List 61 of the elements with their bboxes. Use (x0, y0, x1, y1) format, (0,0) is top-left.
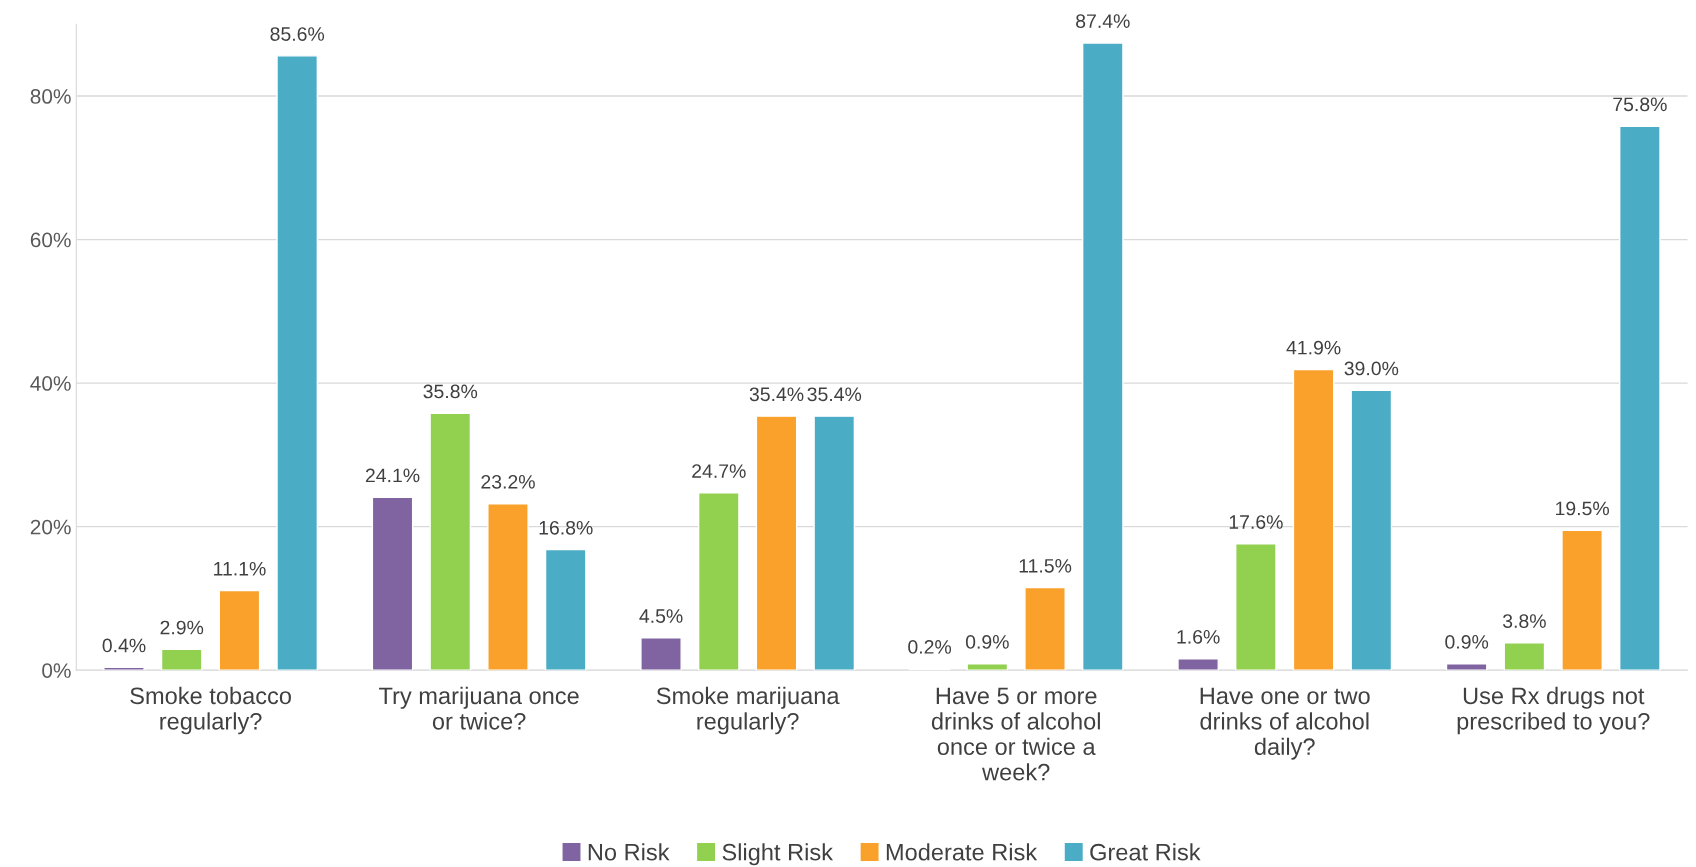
legend-label: Great Risk (1090, 843, 1201, 861)
bar (218, 589, 261, 671)
bar (1292, 368, 1335, 671)
data-label: 35.4% (749, 387, 804, 402)
x-tick-label: Smoke tobacco regularly? (130, 686, 291, 735)
bar (544, 548, 587, 671)
bar (487, 502, 529, 671)
bar (1235, 543, 1277, 671)
data-label: 35.8% (423, 384, 478, 399)
y-tick-label: 0% (42, 663, 71, 678)
data-label: 35.4% (807, 387, 862, 402)
data-label: 41.9% (1286, 340, 1341, 355)
data-label: 11.1% (214, 561, 266, 576)
x-tick-label: Try marijuana once or twice? (379, 686, 579, 730)
bar (1619, 125, 1661, 671)
data-label: 39.0% (1344, 361, 1399, 376)
bar (1081, 42, 1124, 671)
data-label: 17.6% (1229, 515, 1283, 529)
bar (1503, 642, 1546, 671)
data-label: 2.9% (160, 620, 204, 635)
data-label: 0.2% (908, 640, 952, 654)
x-tick-label: Use Rx drugs not prescribed to you? (1457, 686, 1650, 735)
bar (1177, 658, 1219, 671)
y-tick-label: 60% (30, 232, 71, 248)
bar (813, 415, 856, 671)
legend-label: Moderate Risk (886, 843, 1038, 861)
x-tick-label: Smoke marijuana regularly? (656, 686, 840, 735)
data-label: 24.7% (692, 464, 746, 478)
bar (1445, 663, 1488, 671)
x-tick-label: Have one or two drinks of alcohol daily? (1200, 687, 1370, 760)
bar (755, 415, 798, 671)
data-label: 0.9% (965, 635, 1009, 649)
bar (1024, 586, 1066, 671)
data-label: 87.4% (1076, 14, 1130, 28)
bar (276, 55, 319, 671)
y-tick-label: 80% (30, 89, 71, 104)
bar (697, 492, 740, 671)
bar (1350, 389, 1393, 671)
data-label: 75.8% (1613, 97, 1667, 112)
data-label: 0.4% (102, 638, 146, 653)
bar (966, 663, 1009, 671)
data-label: 3.8% (1502, 614, 1546, 628)
data-label: 4.5% (639, 609, 683, 623)
data-label: 0.9% (1445, 635, 1489, 649)
bar (371, 496, 414, 671)
data-label: 16.8% (539, 520, 593, 535)
data-label: 24.1% (365, 468, 420, 483)
data-label: 1.6% (1177, 629, 1220, 644)
legend-label: Slight Risk (722, 843, 834, 866)
y-tick-label: 40% (30, 376, 71, 391)
y-tick-label: 20% (30, 519, 71, 535)
bar (1561, 529, 1603, 671)
bar (160, 648, 203, 671)
data-label: 23.2% (481, 474, 535, 489)
data-label: 11.5% (1019, 559, 1072, 573)
legend-label: No Risk (588, 843, 670, 861)
bar (640, 637, 682, 671)
bar (429, 412, 472, 671)
data-label: 19.5% (1556, 501, 1609, 516)
x-tick-label: Have 5 or more drinks of alcohol once or twice a week? (931, 687, 1100, 781)
data-label: 85.6% (270, 27, 325, 41)
